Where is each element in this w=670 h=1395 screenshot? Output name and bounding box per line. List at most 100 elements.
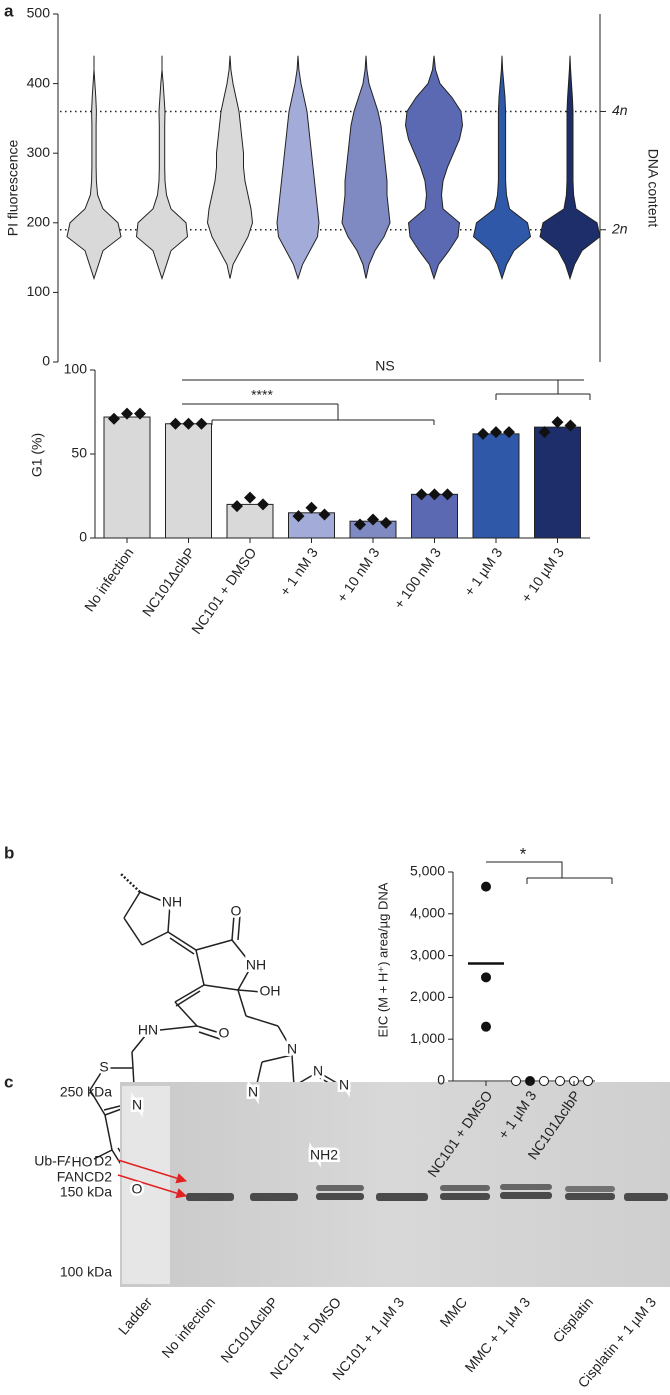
bond	[167, 903, 171, 933]
bond	[231, 914, 235, 941]
lane-label: Ladder	[115, 1294, 155, 1338]
violin	[206, 55, 254, 279]
atom-label: O	[231, 903, 242, 919]
bond	[123, 891, 141, 919]
data-point	[169, 417, 182, 430]
y2-tick-label: 4n	[612, 102, 628, 118]
annotation: *	[520, 844, 527, 863]
bond	[175, 990, 201, 1007]
atom-label: N	[313, 1063, 323, 1079]
y-tick-label: 1,000	[410, 1030, 445, 1046]
violin	[66, 55, 122, 281]
violin	[341, 55, 391, 279]
atom-label: N	[248, 1084, 258, 1100]
bond	[131, 1035, 146, 1053]
lane-label: MMC	[436, 1294, 470, 1330]
bond	[203, 984, 239, 991]
band-label: Ub-FANCD2	[34, 1153, 112, 1169]
violin	[276, 55, 320, 281]
atom-label: O	[219, 1025, 230, 1041]
gel-bands	[186, 1184, 668, 1201]
bond	[89, 1089, 106, 1116]
bond	[120, 873, 141, 893]
atom-label: O	[132, 1181, 143, 1197]
data-point	[428, 488, 441, 501]
gel-image	[120, 1082, 670, 1287]
y-tick-label: 0	[437, 1072, 445, 1088]
y-tick-label: 3,000	[410, 946, 445, 962]
data-point	[121, 407, 133, 420]
bond	[104, 1114, 113, 1151]
y-tick-label: 400	[27, 74, 51, 90]
violin	[135, 55, 189, 281]
data-point	[503, 426, 515, 439]
data-point	[354, 518, 366, 531]
bond	[237, 964, 253, 991]
mw-marker: 100 kDa	[60, 1264, 112, 1280]
x-tick-label: NC101ΔclbP	[139, 545, 198, 620]
data-point	[244, 491, 256, 504]
x-tick-label: + 1 µM 3	[461, 545, 506, 600]
data-point	[195, 417, 208, 430]
data-point	[539, 1076, 549, 1086]
bar	[103, 416, 151, 539]
violin	[404, 55, 464, 281]
y-axis-label: PI fluorescence	[5, 140, 21, 237]
lane-label: No infection	[158, 1294, 218, 1361]
bond	[139, 891, 171, 905]
data-point	[415, 488, 428, 501]
data-point	[182, 417, 195, 430]
lane-label: NC101ΔclbP	[217, 1294, 281, 1366]
data-point	[481, 972, 491, 983]
lane-label: Cisplatin	[549, 1294, 596, 1345]
data-point	[564, 419, 577, 432]
mw-marker: 250 kDa	[60, 1084, 112, 1100]
y-tick-label: 200	[27, 214, 51, 230]
atom-label: NH	[162, 894, 182, 910]
y-tick-label: 100	[27, 283, 51, 299]
data-point	[477, 427, 489, 440]
annotation: ****	[251, 387, 273, 403]
y2-tick-label: 2n	[611, 220, 628, 236]
bond	[195, 949, 205, 986]
atom-label: HN	[138, 1022, 158, 1038]
panel-label: c	[4, 1072, 13, 1091]
arrow	[117, 1174, 188, 1199]
bar	[534, 426, 581, 539]
significance-brackets	[182, 379, 613, 884]
violin	[539, 55, 601, 281]
data-point	[318, 508, 331, 521]
bond	[174, 1001, 198, 1027]
data-point	[231, 500, 243, 513]
bar	[411, 493, 458, 539]
band-label: FANCD2	[57, 1169, 112, 1185]
bond	[87, 1149, 113, 1163]
x-tick-label: No infection	[81, 545, 137, 615]
bond	[245, 1015, 279, 1027]
arrow	[117, 1159, 188, 1184]
bond	[159, 1025, 198, 1031]
data-point	[481, 881, 491, 892]
data-point	[583, 1076, 593, 1086]
bond	[198, 1031, 221, 1040]
panel-label: a	[4, 1, 14, 20]
y-tick-label: 100	[64, 361, 88, 377]
atom-label: OH	[260, 983, 281, 999]
y-axis-label: EIC (M + H⁺) area/µg DNA	[375, 882, 390, 1037]
bond	[123, 917, 143, 946]
atom-label: HO	[72, 1154, 93, 1170]
atom-label: N	[132, 1097, 142, 1113]
bond	[169, 937, 195, 955]
bar	[226, 503, 274, 539]
atom-label: NH	[246, 957, 266, 973]
annotation: NS	[375, 358, 394, 374]
bar	[472, 433, 520, 539]
bond	[196, 1025, 221, 1034]
y-axis-label: G1 (%)	[29, 433, 45, 477]
data-point	[108, 412, 120, 425]
ladder-lane	[122, 1086, 170, 1284]
panel-label: b	[4, 843, 14, 862]
bond	[231, 939, 253, 966]
data-point	[490, 426, 502, 439]
y-tick-label: 2,000	[410, 988, 445, 1004]
